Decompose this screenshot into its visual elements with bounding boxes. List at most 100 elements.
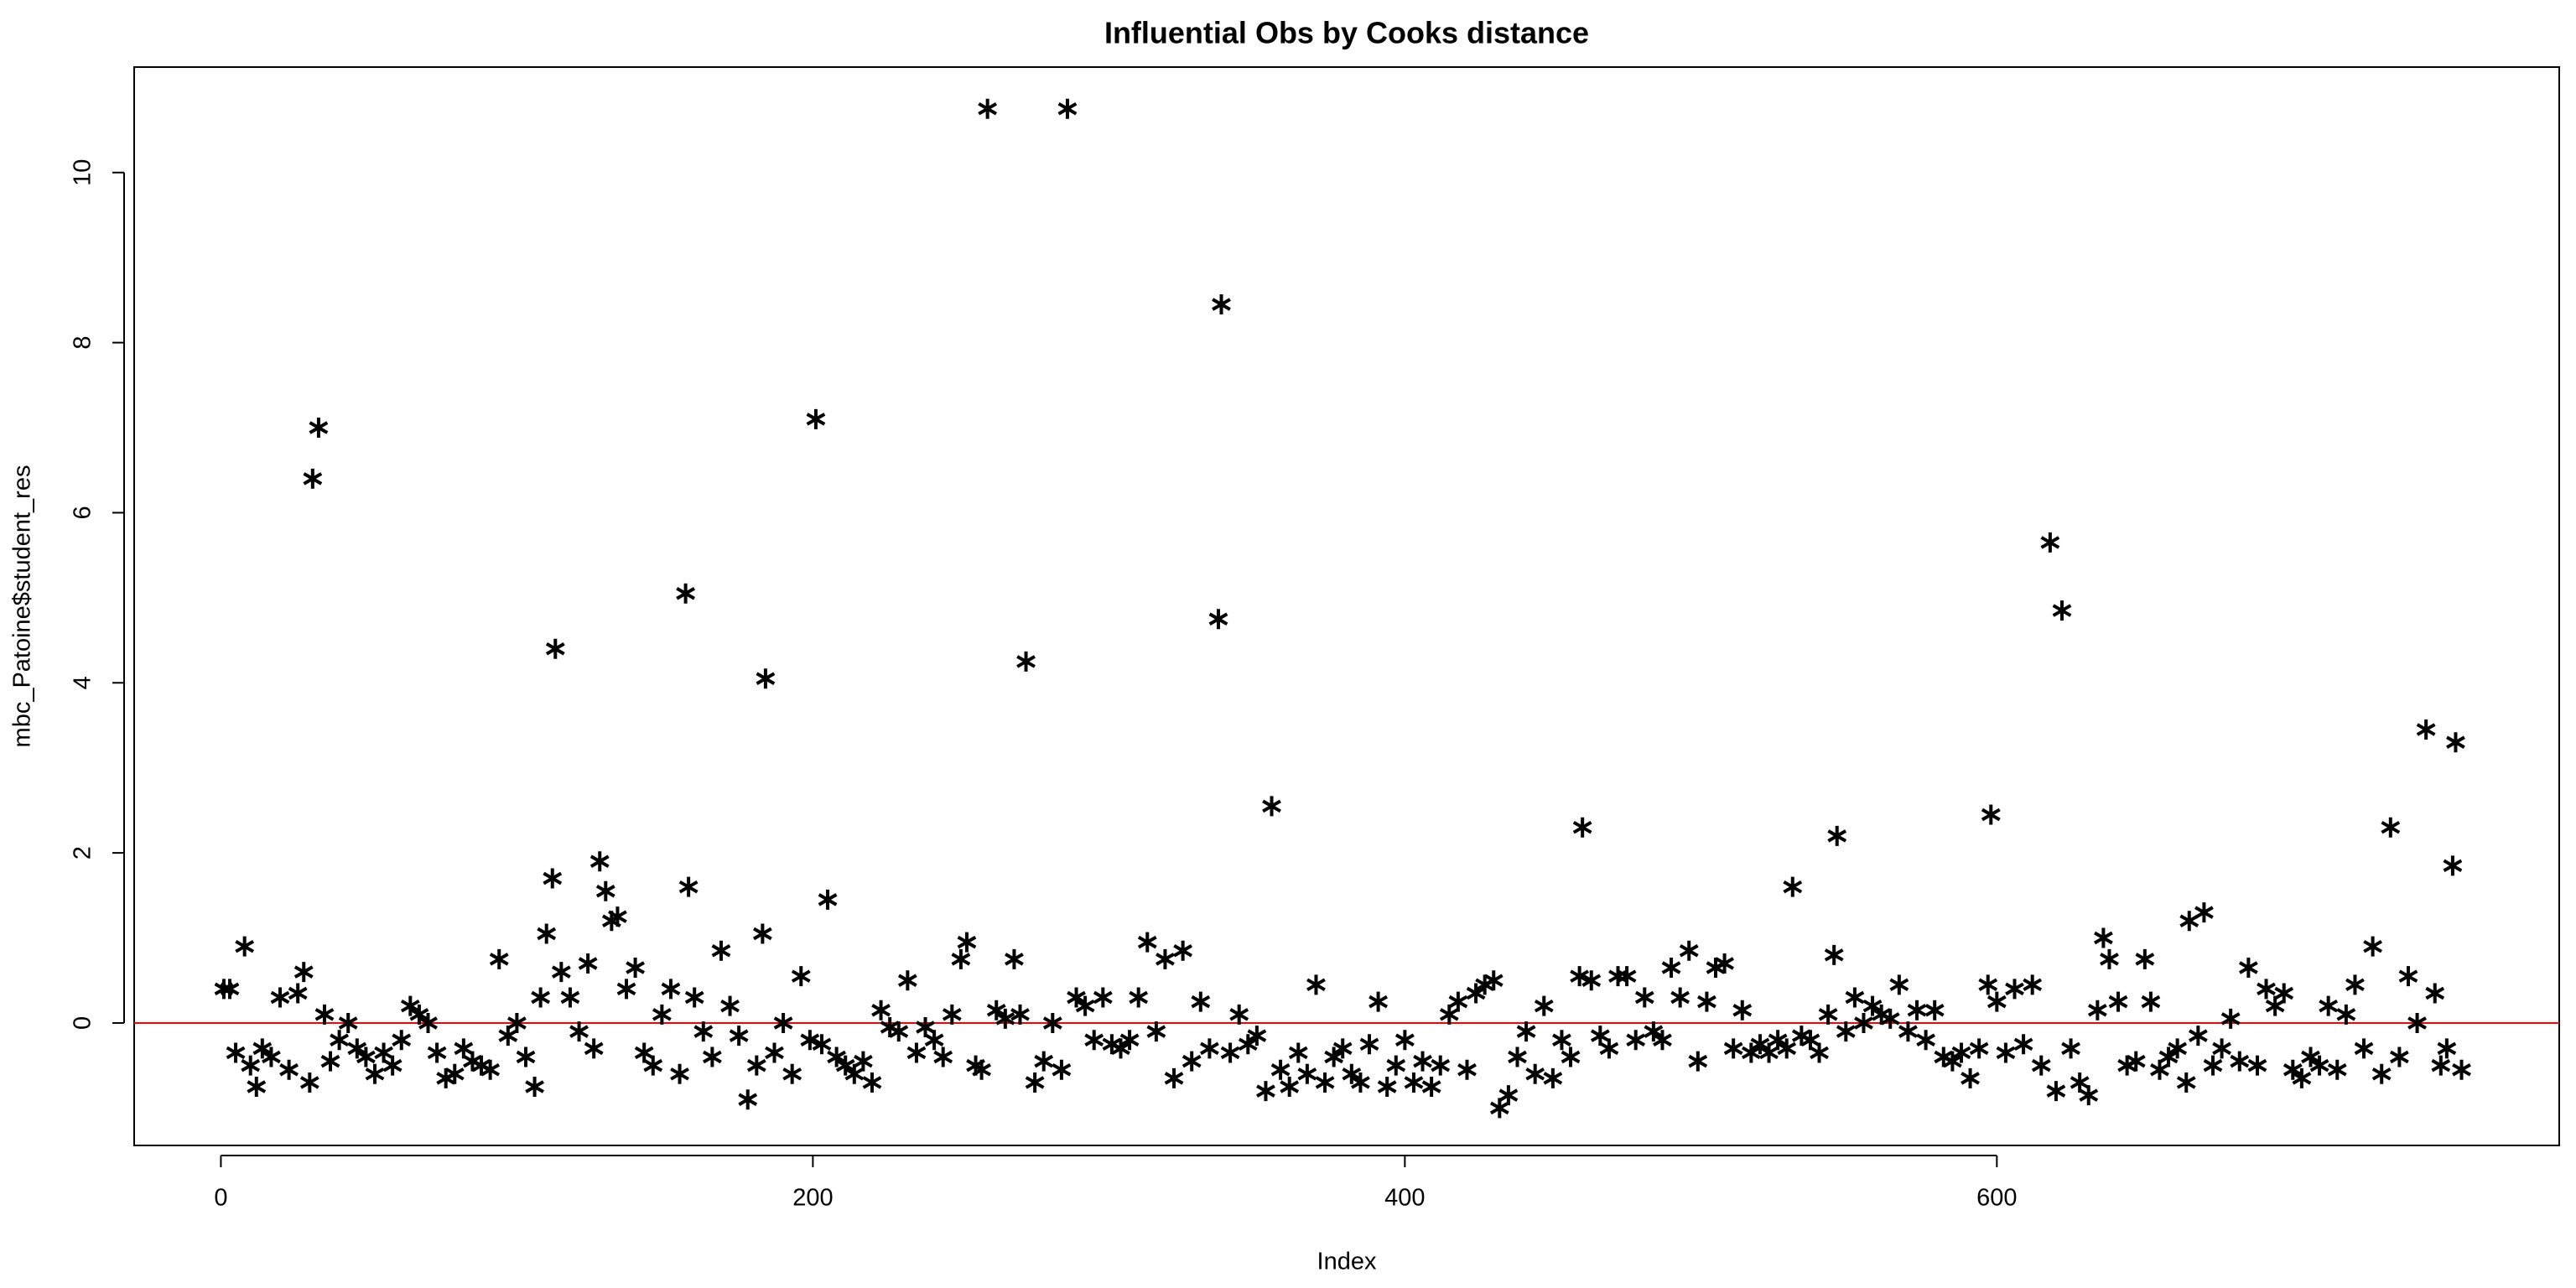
data-point <box>1854 1012 1873 1033</box>
data-point <box>1590 1026 1610 1046</box>
data-point <box>392 1030 412 1051</box>
data-point <box>247 1077 267 1098</box>
data-point <box>1942 1051 1962 1072</box>
data-point <box>1924 1000 1945 1021</box>
data-point <box>347 1038 367 1059</box>
data-point <box>978 98 998 119</box>
data-point <box>418 1012 438 1033</box>
data-point <box>1404 1072 1424 1093</box>
data-point <box>409 1004 429 1025</box>
data-point <box>1759 1042 1779 1063</box>
data-point <box>676 583 696 604</box>
data-point <box>634 1042 654 1063</box>
data-point <box>2398 966 2418 987</box>
data-point <box>1836 1021 1856 1042</box>
data-point <box>1394 1030 1415 1051</box>
data-point <box>1670 987 1690 1008</box>
data-point <box>1238 1034 1258 1055</box>
data-point <box>1368 991 1388 1012</box>
data-point <box>578 953 598 974</box>
data-point <box>773 1012 793 1033</box>
data-point <box>2345 974 2365 995</box>
data-point <box>1818 1004 1838 1025</box>
data-point <box>693 1021 714 1042</box>
data-point <box>1129 987 1149 1008</box>
data-point <box>812 1034 832 1055</box>
data-point <box>1377 1077 1397 1098</box>
data-point <box>2274 983 2294 1004</box>
data-point <box>1421 1077 1441 1098</box>
data-point <box>1783 876 1803 897</box>
data-point <box>1777 1038 1797 1059</box>
data-point <box>1034 1051 1054 1072</box>
data-point <box>2070 1072 2090 1093</box>
data-point <box>670 1063 689 1084</box>
data-point <box>957 932 977 953</box>
data-point <box>270 987 290 1008</box>
data-point <box>2336 1004 2356 1025</box>
data-point <box>1431 1055 1451 1076</box>
data-point <box>1768 1030 1788 1051</box>
data-point <box>844 1063 865 1084</box>
data-point <box>871 1000 891 1021</box>
data-point <box>1679 940 1699 961</box>
data-point <box>972 1059 991 1080</box>
data-point <box>854 1051 873 1072</box>
data-point <box>1916 1030 1936 1051</box>
data-point <box>1961 1067 1980 1088</box>
data-point <box>1827 825 1847 846</box>
data-point <box>1386 1055 1406 1076</box>
data-point <box>299 1072 319 1093</box>
chart-title: Influential Obs by Cooks distance <box>1104 16 1589 50</box>
data-point <box>661 979 681 1000</box>
data-point <box>1483 970 1504 991</box>
data-point <box>400 995 420 1016</box>
data-point <box>1626 1030 1646 1051</box>
data-point <box>1898 1021 1918 1042</box>
data-point <box>1723 1038 1743 1059</box>
data-point <box>2309 1055 2329 1076</box>
data-point <box>626 958 645 979</box>
data-point <box>320 1051 340 1072</box>
data-point <box>595 880 615 901</box>
x-tick-label: 200 <box>792 1185 833 1212</box>
data-point <box>827 1046 847 1067</box>
data-point <box>2446 732 2465 753</box>
data-point <box>1448 991 1468 1012</box>
y-tick-label: 10 <box>70 159 96 186</box>
data-point <box>1697 991 1716 1012</box>
data-point <box>1800 1030 1820 1051</box>
data-point <box>1599 1038 1619 1059</box>
data-point <box>1212 293 1231 314</box>
data-point <box>1570 966 1590 987</box>
data-point <box>1996 1042 2016 1063</box>
data-point <box>241 1055 261 1076</box>
data-point <box>330 1030 350 1051</box>
data-point <box>1164 1067 1184 1088</box>
data-point <box>1262 796 1281 817</box>
y-tick-label: 8 <box>70 336 96 350</box>
y-tick-label: 2 <box>70 846 96 860</box>
data-point <box>1661 958 1681 979</box>
data-point <box>356 1046 376 1067</box>
data-point <box>1969 1038 1989 1059</box>
data-point <box>2040 532 2060 553</box>
data-point <box>2079 1085 2099 1106</box>
data-point <box>1220 1042 1240 1063</box>
data-point <box>2023 974 2043 995</box>
data-point <box>835 1055 855 1076</box>
data-point <box>738 1089 758 1110</box>
data-point <box>608 906 627 927</box>
y-tick-label: 0 <box>70 1016 96 1030</box>
data-point <box>1010 1004 1030 1025</box>
data-point <box>924 1030 944 1051</box>
data-point <box>1810 1042 1829 1063</box>
data-point <box>1052 1059 1072 1080</box>
data-point <box>1466 983 1486 1004</box>
data-point <box>2265 995 2285 1016</box>
data-point <box>543 868 563 889</box>
data-point <box>1256 1081 1275 1102</box>
data-point <box>2141 991 2161 1012</box>
